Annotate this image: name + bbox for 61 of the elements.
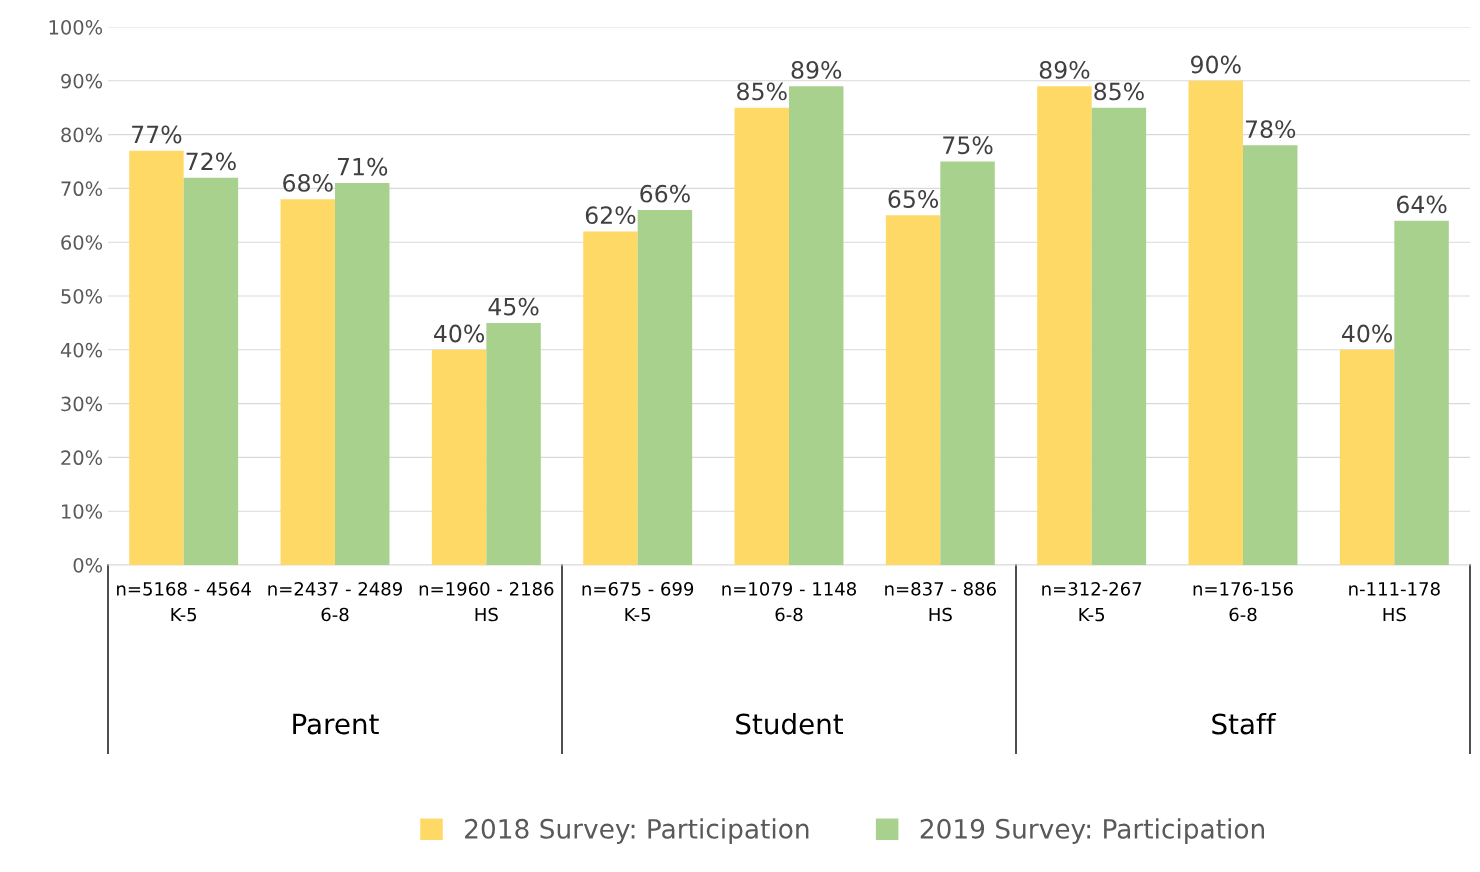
bar xyxy=(1037,86,1092,565)
y-tick-label: 60% xyxy=(61,235,103,250)
x-tick-label: n-111-178 HS xyxy=(1349,581,1440,622)
data-label: 72% xyxy=(186,152,236,171)
data-label: 78% xyxy=(1245,120,1296,139)
data-label: 66% xyxy=(640,184,690,203)
x-tick-label: n=2437 - 2489 6-8 xyxy=(268,581,402,622)
data-label: 40% xyxy=(434,324,485,343)
bar xyxy=(486,322,541,565)
x-tick-label: n=5168 - 4564 K-5 xyxy=(117,581,251,622)
bar xyxy=(1394,220,1449,565)
data-label: 68% xyxy=(283,173,333,192)
y-tick-label: 50% xyxy=(61,288,103,304)
bar xyxy=(789,86,844,565)
data-label: 45% xyxy=(488,297,539,316)
y-tick-label: 20% xyxy=(61,450,103,466)
bar xyxy=(885,215,941,565)
bar xyxy=(583,231,638,565)
x-tick-label: n=312-267 K-5 xyxy=(1042,581,1142,622)
bar xyxy=(335,183,390,565)
data-label: 64% xyxy=(1396,195,1447,214)
text: Student xyxy=(736,712,844,735)
data-label: 71% xyxy=(337,157,388,176)
bar xyxy=(280,199,335,565)
bar xyxy=(637,209,693,565)
y-tick-label: 90% xyxy=(61,73,103,89)
legend-label: 2019 Survey: Participation xyxy=(920,818,1265,844)
bar xyxy=(1188,80,1243,565)
bar xyxy=(734,107,789,565)
data-label: 85% xyxy=(737,82,787,101)
x-tick-label: n=675 - 699 K-5 xyxy=(582,581,694,622)
data-label: 62% xyxy=(585,206,636,225)
data-label: 90% xyxy=(1191,55,1241,74)
legend-label: 2018 Survey: Participation xyxy=(465,818,809,844)
y-tick-label: 70% xyxy=(61,181,103,197)
data-label: 89% xyxy=(1039,60,1090,79)
bar xyxy=(940,161,995,565)
x-tick-label: n=837 - 886 HS xyxy=(885,581,996,622)
y-tick-label: 0% xyxy=(73,557,103,573)
data-label: 89% xyxy=(791,60,842,79)
y-tick-label: 80% xyxy=(61,127,103,143)
text: Parent xyxy=(293,713,379,735)
bar xyxy=(431,349,487,565)
data-label: 75% xyxy=(943,136,993,155)
bar xyxy=(183,177,239,565)
bar xyxy=(129,150,184,565)
x-tick-label: n=176-156 6-8 xyxy=(1193,581,1293,622)
data-label: 85% xyxy=(1094,82,1144,101)
y-tick-label: 100% xyxy=(49,19,103,35)
y-tick-label: 30% xyxy=(61,396,103,412)
text: Staff xyxy=(1212,712,1277,735)
bar xyxy=(1091,107,1147,565)
data-label: 40% xyxy=(1342,324,1393,343)
bar xyxy=(1339,349,1395,565)
data-label: 77% xyxy=(132,125,182,144)
y-tick-label: 10% xyxy=(62,504,103,519)
bar xyxy=(1243,145,1298,565)
data-label: 65% xyxy=(888,190,939,208)
x-tick-label: n=1960 - 2186 HS xyxy=(419,581,554,622)
x-tick-label: n=1079 - 1148 6-8 xyxy=(722,581,856,622)
y-tick-label: 40% xyxy=(60,342,103,358)
